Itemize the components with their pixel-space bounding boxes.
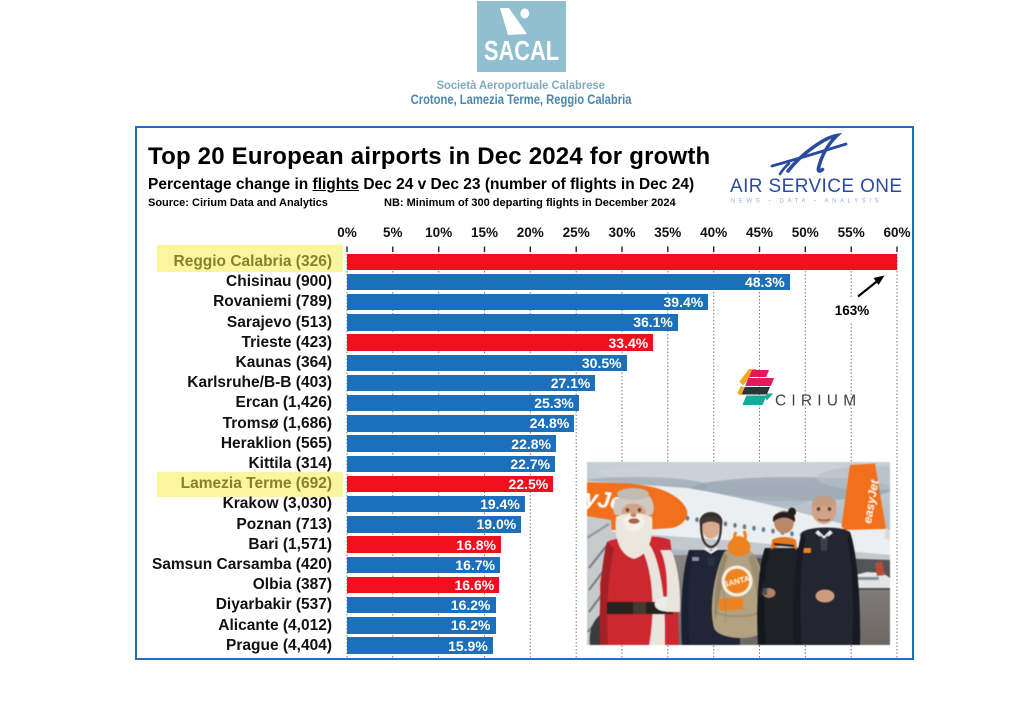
- svg-text:AIR SERVICE ONE: AIR SERVICE ONE: [730, 176, 902, 197]
- svg-text:CIRIUM: CIRIUM: [775, 393, 861, 410]
- svg-text:SACAL: SACAL: [484, 35, 559, 66]
- svg-text:NEWS - DATA - ANALYSIS: NEWS - DATA - ANALYSIS: [731, 199, 882, 205]
